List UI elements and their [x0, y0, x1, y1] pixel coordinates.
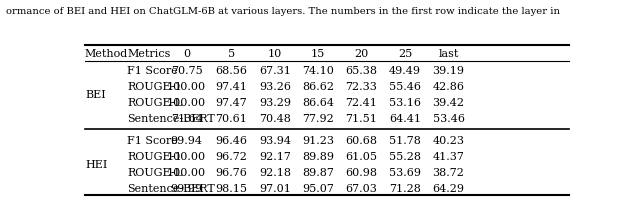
Text: 5: 5: [228, 49, 235, 59]
Text: 97.47: 97.47: [216, 98, 247, 108]
Text: 51.78: 51.78: [389, 136, 421, 146]
Text: 89.89: 89.89: [302, 152, 334, 162]
Text: 71.51: 71.51: [346, 114, 377, 124]
Text: 99.99: 99.99: [171, 184, 203, 194]
Text: 39.19: 39.19: [433, 66, 465, 76]
Text: 74.10: 74.10: [302, 66, 334, 76]
Text: Metrics: Metrics: [127, 49, 170, 59]
Text: 91.23: 91.23: [302, 136, 334, 146]
Text: Method: Method: [85, 49, 128, 59]
Text: 20: 20: [354, 49, 369, 59]
Text: 96.46: 96.46: [215, 136, 247, 146]
Text: 64.41: 64.41: [389, 114, 421, 124]
Text: 41.37: 41.37: [433, 152, 465, 162]
Text: 38.72: 38.72: [433, 168, 465, 178]
Text: 55.28: 55.28: [389, 152, 421, 162]
Text: ROUGE-1: ROUGE-1: [127, 82, 182, 92]
Text: 86.64: 86.64: [302, 98, 334, 108]
Text: 10: 10: [268, 49, 282, 59]
Text: 53.46: 53.46: [433, 114, 465, 124]
Text: 96.76: 96.76: [215, 168, 247, 178]
Text: 67.31: 67.31: [259, 66, 291, 76]
Text: 93.94: 93.94: [259, 136, 291, 146]
Text: 93.29: 93.29: [259, 98, 291, 108]
Text: 100.00: 100.00: [167, 168, 206, 178]
Text: 40.23: 40.23: [433, 136, 465, 146]
Text: 97.01: 97.01: [259, 184, 291, 194]
Text: F1 Score: F1 Score: [127, 136, 178, 146]
Text: 72.41: 72.41: [346, 98, 377, 108]
Text: 67.03: 67.03: [346, 184, 377, 194]
Text: 70.61: 70.61: [215, 114, 247, 124]
Text: BEI: BEI: [85, 90, 106, 100]
Text: 86.62: 86.62: [302, 82, 334, 92]
Text: 92.18: 92.18: [259, 168, 291, 178]
Text: 89.87: 89.87: [302, 168, 334, 178]
Text: ROUGE-1: ROUGE-1: [127, 152, 182, 162]
Text: 72.33: 72.33: [346, 82, 377, 92]
Text: 95.07: 95.07: [302, 184, 334, 194]
Text: 39.42: 39.42: [433, 98, 465, 108]
Text: 99.94: 99.94: [171, 136, 203, 146]
Text: 71.64: 71.64: [171, 114, 203, 124]
Text: 70.48: 70.48: [259, 114, 291, 124]
Text: 60.68: 60.68: [345, 136, 377, 146]
Text: 53.69: 53.69: [389, 168, 421, 178]
Text: F1 Score: F1 Score: [127, 66, 178, 76]
Text: 98.15: 98.15: [215, 184, 247, 194]
Text: last: last: [438, 49, 459, 59]
Text: 100.00: 100.00: [167, 152, 206, 162]
Text: ormance of BEI and HEI on ChatGLM-6B at various layers. The numbers in the first: ormance of BEI and HEI on ChatGLM-6B at …: [6, 7, 561, 16]
Text: 60.98: 60.98: [345, 168, 377, 178]
Text: Sentence-BERT: Sentence-BERT: [127, 184, 215, 194]
Text: 64.29: 64.29: [433, 184, 465, 194]
Text: 77.92: 77.92: [302, 114, 334, 124]
Text: Sentence-BERT: Sentence-BERT: [127, 114, 215, 124]
Text: 93.26: 93.26: [259, 82, 291, 92]
Text: 15: 15: [311, 49, 325, 59]
Text: 68.56: 68.56: [215, 66, 247, 76]
Text: 96.72: 96.72: [215, 152, 247, 162]
Text: 70.75: 70.75: [171, 66, 202, 76]
Text: 100.00: 100.00: [167, 82, 206, 92]
Text: HEI: HEI: [85, 160, 108, 170]
Text: 25: 25: [397, 49, 412, 59]
Text: 71.28: 71.28: [389, 184, 421, 194]
Text: 49.49: 49.49: [389, 66, 421, 76]
Text: 42.86: 42.86: [433, 82, 465, 92]
Text: 61.05: 61.05: [345, 152, 377, 162]
Text: 97.41: 97.41: [215, 82, 247, 92]
Text: 65.38: 65.38: [345, 66, 377, 76]
Text: 55.46: 55.46: [389, 82, 421, 92]
Text: ROUGE-L: ROUGE-L: [127, 168, 182, 178]
Text: 53.16: 53.16: [389, 98, 421, 108]
Text: 100.00: 100.00: [167, 98, 206, 108]
Text: 92.17: 92.17: [259, 152, 291, 162]
Text: 0: 0: [183, 49, 190, 59]
Text: ROUGE-L: ROUGE-L: [127, 98, 182, 108]
